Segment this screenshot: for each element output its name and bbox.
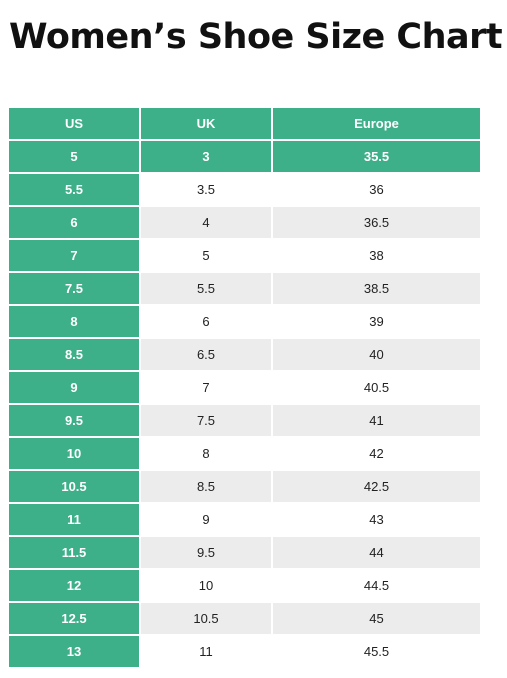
table-row: 8 6 39 bbox=[9, 306, 480, 337]
column-header-us: US bbox=[9, 108, 139, 139]
cell-europe: 38 bbox=[273, 240, 480, 271]
cell-us: 11 bbox=[9, 504, 139, 535]
table-row: 11.5 9.5 44 bbox=[9, 537, 480, 568]
cell-europe: 40.5 bbox=[273, 372, 480, 403]
table-header-row: US UK Europe bbox=[9, 108, 480, 139]
table-row: 10 8 42 bbox=[9, 438, 480, 469]
cell-uk: 9 bbox=[141, 504, 271, 535]
cell-uk: 4 bbox=[141, 207, 271, 238]
cell-uk: 8.5 bbox=[141, 471, 271, 502]
cell-uk: 9.5 bbox=[141, 537, 271, 568]
cell-uk: 5 bbox=[141, 240, 271, 271]
cell-europe: 39 bbox=[273, 306, 480, 337]
cell-europe: 36 bbox=[273, 174, 480, 205]
cell-us: 11.5 bbox=[9, 537, 139, 568]
cell-us: 5.5 bbox=[9, 174, 139, 205]
cell-us: 10 bbox=[9, 438, 139, 469]
cell-europe: 44 bbox=[273, 537, 480, 568]
cell-europe: 38.5 bbox=[273, 273, 480, 304]
cell-us: 9 bbox=[9, 372, 139, 403]
page-title: Women’s Shoe Size Chart bbox=[9, 17, 503, 57]
cell-us: 7.5 bbox=[9, 273, 139, 304]
column-header-uk: UK bbox=[141, 108, 271, 139]
cell-europe: 42.5 bbox=[273, 471, 480, 502]
cell-uk: 7.5 bbox=[141, 405, 271, 436]
cell-us: 12.5 bbox=[9, 603, 139, 634]
table-body: 5 3 35.5 5.5 3.5 36 6 4 36.5 7 5 38 7.5 5.5 38.5 8 6 39 8.… bbox=[9, 141, 480, 667]
cell-us: 5 bbox=[9, 141, 139, 172]
cell-us: 10.5 bbox=[9, 471, 139, 502]
cell-europe: 42 bbox=[273, 438, 480, 469]
cell-uk: 6 bbox=[141, 306, 271, 337]
table-row: 11 9 43 bbox=[9, 504, 480, 535]
cell-uk: 5.5 bbox=[141, 273, 271, 304]
table-row: 12 10 44.5 bbox=[9, 570, 480, 601]
cell-europe: 35.5 bbox=[273, 141, 480, 172]
cell-europe: 45.5 bbox=[273, 636, 480, 667]
cell-europe: 36.5 bbox=[273, 207, 480, 238]
cell-us: 8.5 bbox=[9, 339, 139, 370]
cell-uk: 10 bbox=[141, 570, 271, 601]
cell-uk: 11 bbox=[141, 636, 271, 667]
cell-us: 9.5 bbox=[9, 405, 139, 436]
table-row: 9 7 40.5 bbox=[9, 372, 480, 403]
table-row: 7 5 38 bbox=[9, 240, 480, 271]
cell-uk: 6.5 bbox=[141, 339, 271, 370]
column-header-europe: Europe bbox=[273, 108, 480, 139]
cell-uk: 3.5 bbox=[141, 174, 271, 205]
cell-europe: 40 bbox=[273, 339, 480, 370]
table-row: 7.5 5.5 38.5 bbox=[9, 273, 480, 304]
size-chart-table: US UK Europe 5 3 35.5 5.5 3.5 36 6 4 36.5 7 5 38 7.5… bbox=[7, 106, 482, 669]
cell-us: 13 bbox=[9, 636, 139, 667]
table-row: 13 11 45.5 bbox=[9, 636, 480, 667]
table-row: 9.5 7.5 41 bbox=[9, 405, 480, 436]
cell-uk: 7 bbox=[141, 372, 271, 403]
cell-uk: 10.5 bbox=[141, 603, 271, 634]
cell-us: 8 bbox=[9, 306, 139, 337]
table-row: 5.5 3.5 36 bbox=[9, 174, 480, 205]
table-row: 10.5 8.5 42.5 bbox=[9, 471, 480, 502]
cell-uk: 8 bbox=[141, 438, 271, 469]
cell-us: 12 bbox=[9, 570, 139, 601]
table-row: 8.5 6.5 40 bbox=[9, 339, 480, 370]
table-row: 5 3 35.5 bbox=[9, 141, 480, 172]
cell-europe: 45 bbox=[273, 603, 480, 634]
cell-uk: 3 bbox=[141, 141, 271, 172]
cell-us: 7 bbox=[9, 240, 139, 271]
cell-us: 6 bbox=[9, 207, 139, 238]
table-row: 6 4 36.5 bbox=[9, 207, 480, 238]
cell-europe: 41 bbox=[273, 405, 480, 436]
cell-europe: 43 bbox=[273, 504, 480, 535]
cell-europe: 44.5 bbox=[273, 570, 480, 601]
table-row: 12.5 10.5 45 bbox=[9, 603, 480, 634]
